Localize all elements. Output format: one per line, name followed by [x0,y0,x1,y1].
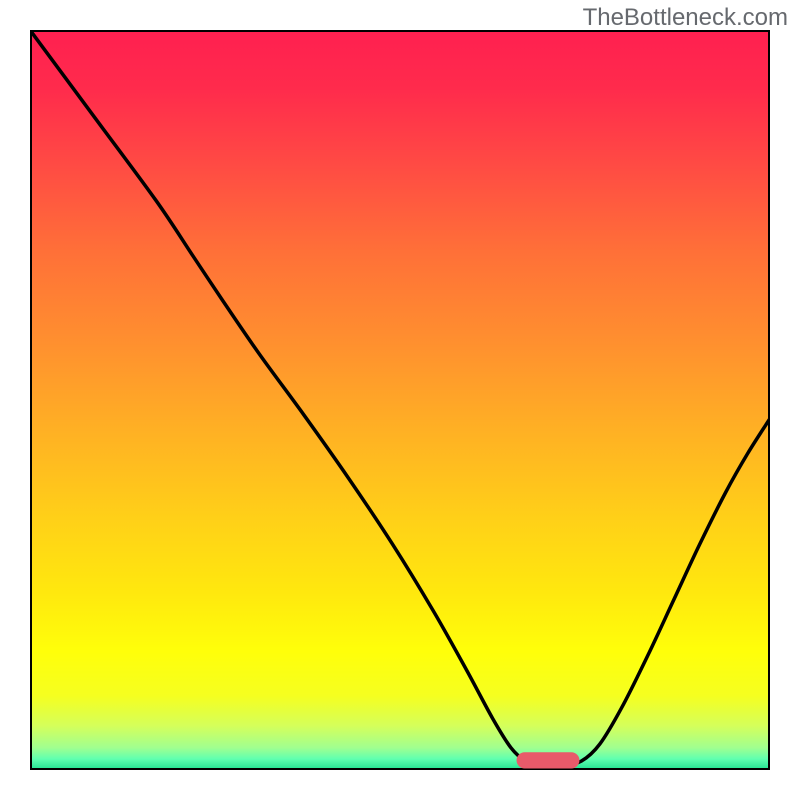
chart-svg [30,30,770,770]
optimal-marker [517,752,580,768]
gradient-background [30,30,770,770]
bottleneck-chart [30,30,770,770]
attribution-text: TheBottleneck.com [583,4,788,32]
chart-container: TheBottleneck.com [0,0,800,800]
